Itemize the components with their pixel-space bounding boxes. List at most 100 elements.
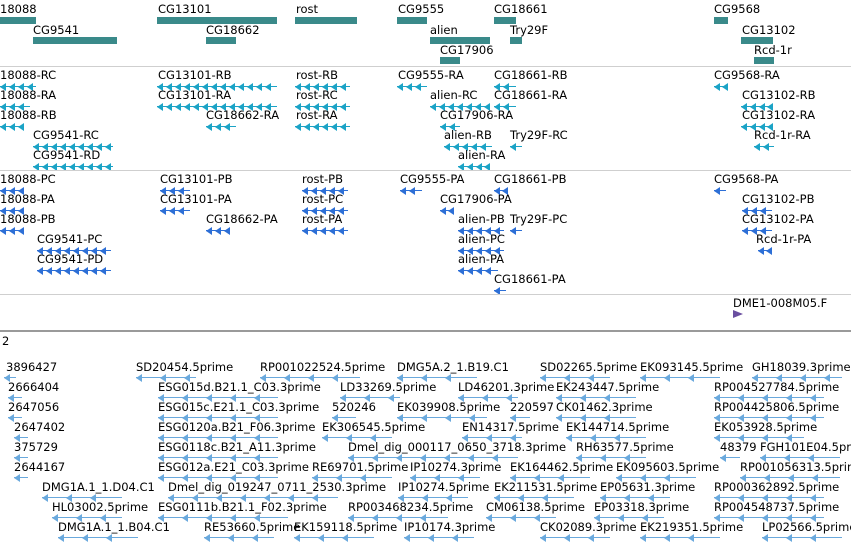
gene-glyph[interactable]	[295, 17, 357, 25]
protein-label[interactable]: CG9541-PD	[37, 252, 104, 266]
est-glyph[interactable]	[616, 474, 696, 482]
est-label[interactable]: LD46201.3prime	[458, 380, 555, 394]
protein-label[interactable]: rost-PB	[302, 172, 343, 186]
transcript-label[interactable]: 18088-RC	[0, 68, 57, 82]
est-label[interactable]: EP03318.3prime	[594, 500, 690, 514]
protein-glyph[interactable]	[206, 227, 230, 235]
est-label[interactable]: RP001022524.5prime	[260, 360, 386, 374]
transcript-glyph[interactable]	[440, 123, 460, 131]
est-label[interactable]: RH63577.5prime	[576, 440, 674, 454]
est-label[interactable]: RP004425806.5prime	[714, 400, 840, 414]
track-divider[interactable]	[0, 330, 851, 332]
gene-glyph[interactable]	[714, 17, 728, 25]
est-label[interactable]: EK243447.5prime	[556, 380, 660, 394]
protein-label[interactable]: alien-PA	[458, 252, 505, 266]
gene-label[interactable]: CG17906	[440, 43, 494, 57]
est-label[interactable]: DMG5A.2_1.B19.C1	[397, 360, 509, 374]
transcript-label[interactable]: Rcd-1r-RA	[754, 128, 811, 142]
est-glyph[interactable]	[714, 414, 824, 422]
gene-glyph[interactable]	[741, 37, 773, 45]
est-glyph[interactable]	[510, 414, 530, 422]
est-glyph[interactable]	[294, 534, 374, 542]
est-label[interactable]: ESG0120a.B21_F06.3prime	[158, 420, 316, 434]
est-glyph[interactable]	[58, 534, 138, 542]
transcript-glyph[interactable]	[157, 103, 277, 111]
protein-label[interactable]: 18088-PC	[0, 172, 56, 186]
est-label[interactable]: EK219351.5prime	[640, 520, 744, 534]
est-glyph[interactable]	[462, 434, 522, 442]
est-label[interactable]: IP10174.3prime	[404, 520, 496, 534]
est-glyph[interactable]	[52, 514, 122, 522]
transcript-glyph[interactable]	[494, 103, 516, 111]
gene-glyph[interactable]	[33, 37, 117, 45]
est-glyph[interactable]	[720, 454, 740, 462]
transcript-glyph[interactable]	[741, 103, 773, 111]
transcript-label[interactable]: rost-RC	[296, 88, 338, 102]
transcript-glyph[interactable]	[0, 103, 30, 111]
protein-glyph[interactable]	[458, 267, 498, 275]
est-glyph[interactable]	[42, 494, 122, 502]
transcript-label[interactable]: alien-RA	[458, 148, 506, 162]
est-label[interactable]: DMG1A.1_1.B04.C1	[58, 520, 170, 534]
est-label[interactable]: 520246	[332, 400, 376, 414]
protein-glyph[interactable]	[458, 227, 504, 235]
protein-glyph[interactable]	[0, 207, 24, 215]
transcript-glyph[interactable]	[754, 143, 774, 151]
est-label[interactable]: CK02089.3prime	[540, 520, 637, 534]
protein-label[interactable]: CG9568-PA	[714, 172, 779, 186]
est-glyph[interactable]	[158, 474, 278, 482]
est-label[interactable]: 48379	[720, 440, 757, 454]
est-glyph[interactable]	[714, 494, 824, 502]
gene-glyph[interactable]	[440, 57, 460, 65]
protein-label[interactable]: CG17906-PA	[440, 192, 512, 206]
est-glyph[interactable]	[158, 394, 278, 402]
est-glyph[interactable]	[540, 534, 610, 542]
gene-glyph[interactable]	[430, 37, 490, 45]
protein-label[interactable]: 18088-PB	[0, 212, 56, 226]
protein-label[interactable]: alien-PB	[458, 212, 505, 226]
est-glyph[interactable]	[486, 514, 556, 522]
est-label[interactable]: ESG015d.B21.1_C03.3prime	[158, 380, 321, 394]
est-glyph[interactable]	[332, 414, 356, 422]
protein-glyph[interactable]	[302, 207, 348, 215]
est-label[interactable]: Dmel_dig_019247_0711_2530.3prime	[168, 480, 387, 494]
gene-glyph[interactable]	[494, 17, 516, 25]
transcript-label[interactable]: CG13102-RB	[742, 88, 816, 102]
gene-label[interactable]: Try29F	[510, 23, 549, 37]
protein-glyph[interactable]	[494, 187, 508, 195]
est-label[interactable]: 3896427	[6, 360, 58, 374]
est-glyph[interactable]	[556, 414, 636, 422]
transcript-glyph[interactable]	[295, 103, 350, 111]
transcript-label[interactable]: CG18662-RA	[206, 108, 280, 122]
est-label[interactable]: EK053928.5prime	[714, 420, 818, 434]
est-label[interactable]: IP10274.5prime	[398, 480, 490, 494]
est-label[interactable]: GH18039.3prime	[752, 360, 851, 374]
est-label[interactable]: 2666404	[8, 380, 60, 394]
transcript-label[interactable]: CG13102-RA	[742, 108, 816, 122]
est-glyph[interactable]	[600, 494, 670, 502]
est-glyph[interactable]	[762, 534, 842, 542]
transcript-label[interactable]: alien-RC	[430, 88, 478, 102]
est-label[interactable]: EK093145.5prime	[640, 360, 744, 374]
protein-glyph[interactable]	[742, 227, 772, 235]
protein-label[interactable]: CG18661-PA	[494, 272, 566, 286]
gene-label[interactable]: 18088	[0, 2, 37, 16]
gene-label[interactable]: Rcd-1r	[754, 43, 792, 57]
est-label[interactable]: RP004527784.5prime	[714, 380, 840, 394]
protein-label[interactable]: alien-PC	[458, 232, 505, 246]
protein-glyph[interactable]	[160, 187, 190, 195]
est-label[interactable]: RE69701.5prime	[312, 460, 409, 474]
gene-label[interactable]: CG13102	[742, 23, 796, 37]
est-glyph[interactable]	[576, 454, 646, 462]
gene-glyph[interactable]	[0, 17, 36, 25]
protein-label[interactable]: CG9541-PC	[37, 232, 103, 246]
gene-glyph[interactable]	[754, 57, 774, 65]
transcript-glyph[interactable]	[741, 123, 773, 131]
est-glyph[interactable]	[404, 534, 474, 542]
est-glyph[interactable]	[566, 434, 646, 442]
est-glyph[interactable]	[510, 474, 590, 482]
est-glyph[interactable]	[397, 414, 487, 422]
transcript-label[interactable]: CG18661-RB	[494, 68, 568, 82]
est-label[interactable]: EK164462.5prime	[510, 460, 614, 474]
transcript-label[interactable]: alien-RB	[444, 128, 492, 142]
